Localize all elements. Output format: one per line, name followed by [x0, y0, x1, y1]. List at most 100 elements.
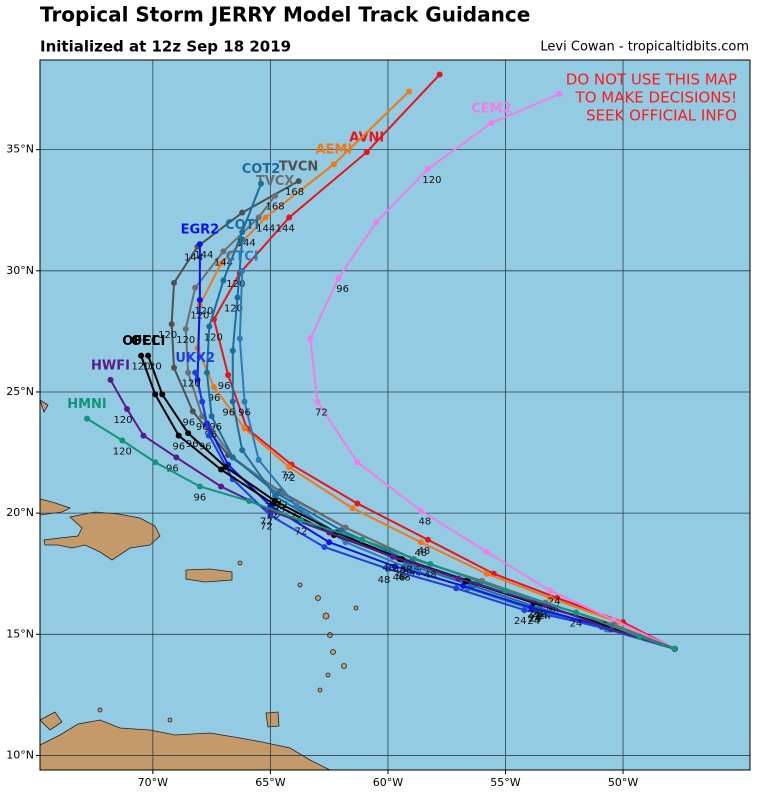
- island: [327, 632, 333, 638]
- track-point: [255, 214, 262, 221]
- track-point: [234, 294, 241, 301]
- hour-label: 120: [226, 279, 245, 290]
- island: [167, 717, 173, 723]
- track-point: [168, 321, 175, 328]
- track-point: [427, 561, 434, 568]
- island: [341, 663, 347, 669]
- track-point: [556, 90, 563, 97]
- island: [353, 605, 359, 611]
- hour-label: 48: [378, 575, 391, 586]
- model-name: HWFI: [91, 358, 130, 373]
- track-point: [239, 447, 246, 454]
- track-point: [138, 352, 145, 359]
- hour-label: 48: [418, 517, 431, 528]
- island: [322, 612, 330, 620]
- track-point: [246, 498, 253, 505]
- hour-label: 96: [172, 442, 185, 453]
- track-point: [159, 391, 166, 398]
- track-point: [196, 483, 203, 490]
- hour-label: 144: [214, 257, 233, 268]
- hour-label: 72: [295, 526, 308, 537]
- track-point: [349, 505, 356, 512]
- track-point: [502, 587, 509, 594]
- warning-line: TO MAKE DECISIONS!: [575, 89, 737, 107]
- hour-label: 144: [237, 238, 256, 249]
- hour-label: 48: [400, 565, 413, 576]
- hour-label: 96: [208, 393, 221, 404]
- track-point: [262, 214, 269, 221]
- track-point: [206, 432, 213, 439]
- track-point: [608, 626, 615, 633]
- track-point: [671, 645, 678, 652]
- hour-label: 96: [222, 408, 235, 419]
- track-point: [119, 437, 126, 444]
- hour-label: 144: [194, 250, 213, 261]
- hour-label: 96: [199, 442, 212, 453]
- track-point: [363, 149, 370, 156]
- track-point: [314, 398, 321, 405]
- track-point: [436, 71, 443, 78]
- track-point: [257, 180, 264, 187]
- hour-label: 72: [260, 522, 273, 533]
- island: [315, 595, 321, 601]
- hour-label: 120: [204, 333, 223, 344]
- track-point: [152, 391, 159, 398]
- hour-label: 120: [113, 415, 132, 426]
- y-tick-label: 10°N: [6, 748, 34, 761]
- model-name: UKX2: [175, 351, 215, 366]
- track-point: [342, 524, 349, 531]
- track-point: [189, 408, 196, 415]
- track-point: [171, 279, 178, 286]
- venezuela: [40, 719, 331, 770]
- bahamas: [40, 399, 49, 413]
- track-point: [272, 498, 279, 505]
- track-point: [182, 325, 189, 332]
- track-point: [173, 454, 180, 461]
- track-point: [123, 405, 130, 412]
- model-name: CTCI: [226, 249, 259, 264]
- track-point: [185, 430, 192, 437]
- hour-label: 96: [209, 422, 222, 433]
- model-name: COTI: [225, 218, 259, 233]
- y-tick-label: 30°N: [6, 264, 34, 277]
- track-point: [460, 582, 467, 589]
- track-point: [359, 536, 366, 543]
- model-name: OFCI: [131, 334, 165, 349]
- model-name: COT2: [242, 162, 281, 177]
- track-line: [231, 239, 676, 650]
- track-point: [210, 384, 217, 391]
- x-tick-label: 60°W: [373, 776, 403, 789]
- track-line: [196, 244, 676, 650]
- hour-label: 168: [285, 187, 304, 198]
- island: [237, 560, 243, 566]
- x-tick-label: 70°W: [138, 776, 168, 789]
- hour-label: 24: [535, 611, 548, 622]
- track-point: [521, 607, 528, 614]
- hour-label: 48: [393, 565, 406, 576]
- track-point: [229, 398, 236, 405]
- model-name: OFCL: [122, 334, 160, 349]
- track-point: [573, 609, 580, 616]
- track-point: [218, 260, 225, 267]
- track-point: [424, 536, 431, 543]
- hour-label: 48: [393, 572, 406, 583]
- hour-label: 48: [414, 548, 427, 559]
- hour-label: 48: [424, 570, 437, 581]
- hour-label: 48: [382, 563, 395, 574]
- track-point: [455, 575, 462, 582]
- track-point: [392, 563, 398, 570]
- hour-label: 72: [266, 509, 279, 520]
- track-point: [267, 512, 274, 519]
- hour-label: 24: [570, 618, 583, 629]
- track-point: [239, 209, 246, 216]
- track-line: [212, 73, 676, 650]
- x-tick-label: 55°W: [490, 776, 520, 789]
- track-point: [196, 241, 203, 248]
- track-point: [84, 415, 91, 422]
- track-point: [547, 594, 554, 601]
- model-name: CEM2: [471, 102, 511, 117]
- track-point: [220, 248, 227, 255]
- track-point: [272, 493, 279, 500]
- track-point: [286, 464, 293, 471]
- track-point: [293, 502, 300, 509]
